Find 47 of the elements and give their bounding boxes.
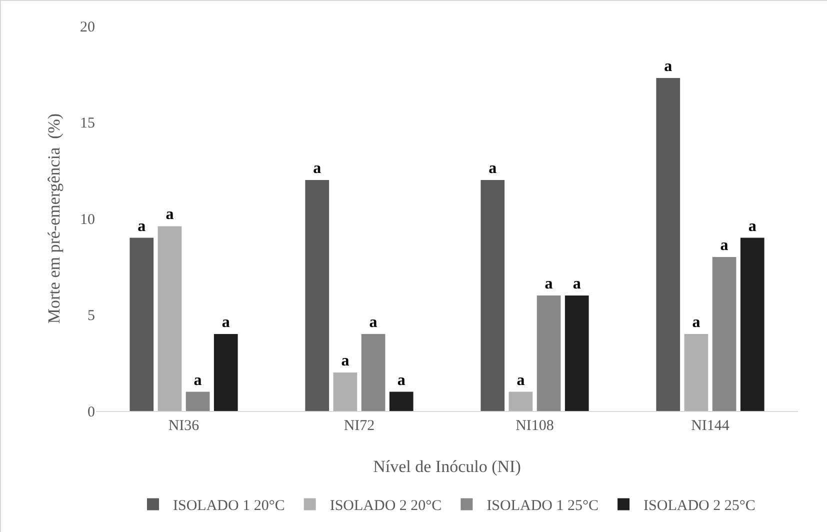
bar	[186, 392, 210, 411]
x-tick-label: NI36	[168, 418, 200, 434]
y-tick-label: 15	[80, 116, 95, 132]
bar	[305, 180, 330, 411]
data-label: a	[397, 372, 406, 389]
bar	[480, 180, 505, 411]
legend-label: ISOLADO 2 25°C	[644, 498, 756, 514]
data-label: a	[313, 160, 322, 177]
y-tick-label: 5	[88, 308, 95, 324]
bar	[389, 392, 414, 411]
y-tick-label: 10	[80, 212, 95, 228]
bar	[740, 238, 764, 411]
data-label: a	[544, 276, 553, 292]
y-tick-label: 0	[88, 404, 95, 420]
bar	[130, 238, 154, 411]
data-label: a	[516, 372, 525, 389]
bar	[214, 334, 238, 411]
data-label: a	[720, 237, 728, 254]
data-label: a	[341, 352, 350, 370]
data-label: a	[194, 372, 202, 389]
bar	[536, 296, 561, 411]
legend-label: ISOLADO 2 20°C	[330, 498, 442, 514]
y-tick-label: 20	[80, 19, 95, 36]
bar	[656, 78, 680, 411]
bar	[508, 392, 533, 411]
data-label: a	[572, 276, 581, 292]
x-tick-label: NI72	[344, 418, 375, 434]
y-axis-title: Morte em pré-emergência (%)	[44, 113, 64, 324]
legend-label: ISOLADO 1 20°C	[173, 498, 285, 514]
legend-label: ISOLADO 1 25°C	[486, 498, 599, 514]
bar	[712, 257, 736, 411]
bar	[333, 372, 358, 411]
bar	[158, 226, 182, 411]
data-label: a	[166, 206, 174, 224]
x-axis-title: Nível de Inóculo (NI)	[373, 457, 521, 476]
data-label: a	[748, 218, 756, 235]
data-label: a	[488, 160, 497, 177]
data-label: a	[138, 218, 146, 235]
bar	[361, 334, 386, 411]
data-label: a	[369, 314, 378, 331]
data-label: a	[692, 314, 700, 331]
x-tick-label: NI108	[516, 418, 554, 434]
x-tick-label: NI144	[691, 418, 730, 434]
bar	[684, 334, 708, 411]
data-label: a	[222, 314, 230, 331]
data-label: a	[664, 58, 672, 75]
bar	[564, 296, 589, 411]
